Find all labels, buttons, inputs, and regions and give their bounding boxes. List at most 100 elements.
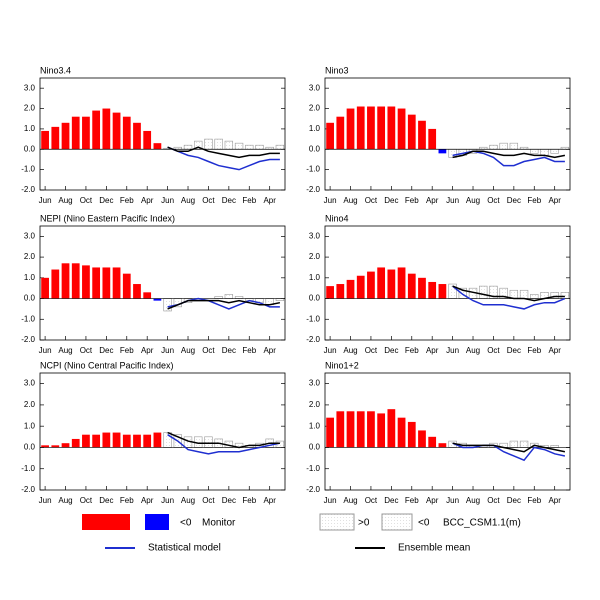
y-tick-label: 1.0 [24,124,36,133]
x-tick-label: Apr [141,496,154,505]
x-tick-label: Apr [141,346,154,355]
model-bar [204,436,213,448]
x-tick-label: Dec [507,196,521,205]
x-tick-label: Oct [487,496,500,505]
x-tick-label: Oct [365,196,378,205]
monitor-bar [346,279,355,299]
statistical-line [167,146,280,171]
model-bar [509,142,519,150]
statistical-line [452,285,566,310]
y-tick-label: -2.0 [21,185,35,194]
x-tick-label: Jun [39,196,52,205]
monitor-bar [346,108,355,150]
model-bar [540,148,549,156]
monitor-bar [102,108,111,150]
plot-frame [324,372,571,491]
x-tick-label: Dec [384,196,398,205]
x-tick-label: Feb [242,346,256,355]
monitor-bar [133,434,141,448]
x-tick-label: Oct [80,346,93,355]
monitor-bar [122,116,131,150]
monitor-bar [387,106,396,150]
y-tick-label: 1.0 [309,421,321,430]
monitor-bar [51,126,60,150]
x-tick-label: Oct [202,496,215,505]
y-tick-label: 2.0 [24,104,36,113]
monitor-bar [41,277,49,299]
x-tick-label: Jun [39,346,52,355]
monitor-bar [356,106,365,150]
y-tick-label: -2.0 [306,485,320,494]
model-bar [163,298,172,312]
x-tick-label: Aug [58,196,72,205]
monitor-bar [326,417,334,448]
monitor-bar [153,298,162,301]
y-tick-label: -1.0 [306,464,320,473]
monitor-bar [153,143,162,150]
panel-title: Nino1+2 [325,360,359,370]
y-tick-label: -2.0 [306,335,320,344]
monitor-bar [356,275,365,299]
monitor-bar [143,434,152,448]
y-tick-label: -1.0 [306,165,320,174]
monitor-bar [71,116,80,150]
legend-label: >0 [358,518,370,529]
y-tick-label: 1.0 [24,421,36,430]
monitor-bar [438,284,447,299]
x-tick-label: Aug [58,346,72,355]
model-bar [560,292,570,299]
monitor-bar [122,273,131,299]
y-tick-label: -1.0 [21,165,35,174]
legend-swatch-monitor-negative [145,514,169,530]
x-tick-label: Jun [39,496,52,505]
x-tick-label: Oct [80,196,93,205]
monitor-bar [102,267,111,299]
x-tick-label: Dec [507,496,521,505]
model-bar [224,140,234,150]
x-tick-label: Jun [324,496,337,505]
x-tick-label: Apr [426,346,439,355]
x-tick-label: Apr [548,346,561,355]
x-tick-label: Jun [161,496,174,505]
y-tick-label: -2.0 [21,485,35,494]
y-tick-label: 2.0 [24,252,36,261]
monitor-bar [438,443,447,448]
monitor-bar [418,277,426,299]
legend-label: Monitor [202,518,236,529]
monitor-bar [133,122,141,150]
monitor-bar [82,265,90,299]
x-tick-label: Dec [507,346,521,355]
y-tick-label: 2.0 [309,252,321,261]
monitor-bar [418,430,426,448]
model-bar [183,144,193,150]
monitor-bar [326,122,334,150]
y-tick-label: -2.0 [21,335,35,344]
monitor-bar [143,292,152,299]
legend-label: <0 [418,518,430,529]
x-tick-label: Aug [343,196,357,205]
model-bar [519,440,529,448]
statistical-line [167,434,281,455]
plot-frame [39,372,286,491]
monitor-bar [377,413,386,448]
model-bar [204,138,213,150]
panel-title: Nino3.4 [40,65,71,75]
y-tick-label: 1.0 [24,273,36,282]
monitor-bar [428,436,437,448]
x-tick-label: Apr [263,346,276,355]
y-tick-label: -1.0 [21,464,35,473]
model-bar [255,144,264,150]
monitor-bar [71,438,80,448]
y-tick-label: 0.0 [24,144,36,153]
legend-label: BCC_CSM1.1(m) [443,518,521,529]
y-tick-label: 3.0 [24,83,36,92]
monitor-bar [367,106,375,150]
monitor-bar [92,434,101,448]
x-tick-label: Feb [405,196,419,205]
x-tick-label: Apr [426,196,439,205]
x-tick-label: Dec [99,196,113,205]
plot-frame [39,77,286,191]
monitor-bar [82,434,90,448]
ensemble-line [452,150,566,159]
